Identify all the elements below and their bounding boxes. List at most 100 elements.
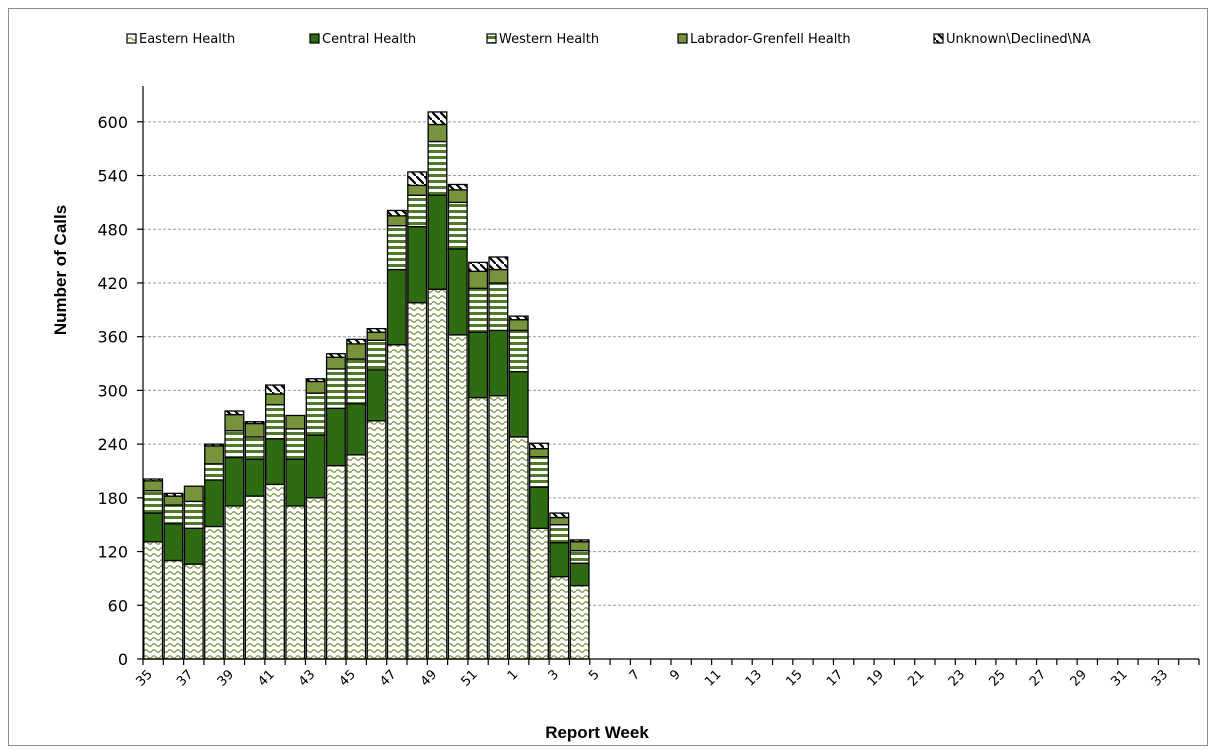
bar-segment-western-health [447,201,468,250]
bar-segment-central-health [366,369,387,422]
bar-segment-western-health [244,436,265,460]
legend-swatch [677,33,688,44]
x-tick-label: 23 [946,667,968,689]
x-tick-label: 49 [418,667,440,689]
x-tick-label: 47 [377,667,399,689]
bar-segment-central-health [407,225,428,304]
y-tick-label: 600 [97,113,128,132]
bar-segment-eastern-health [549,575,570,660]
y-tick-label: 540 [97,167,128,186]
bar-segment-labrador-grenfell-health [265,393,285,406]
x-tick-label: 27 [1027,667,1049,689]
bar-segment-unknown-declined-na [386,209,407,217]
x-tick-label: 35 [134,667,156,689]
bar-segment-western-health [265,404,285,440]
bar-segment-western-health [508,329,529,373]
legend-label: Unknown\Declined\NA [946,32,1091,47]
y-tick-label: 480 [97,220,128,239]
bar-segment-central-health [163,523,184,562]
y-tick-label: 180 [97,489,128,508]
bar-segment-eastern-health [569,584,590,660]
x-tick-label: 37 [174,667,196,689]
y-axis-title: Number of Calls [51,205,70,335]
bar-segment-eastern-health [529,527,549,660]
bar-segment-labrador-grenfell-health [325,356,346,370]
bar-segment-central-health [427,194,448,290]
legend-swatch [309,33,320,44]
x-tick-label: 33 [1149,667,1171,689]
bar-segment-unknown-declined-na [305,378,326,383]
bar-segment-western-health [224,430,245,459]
bar-segment-western-health [183,500,204,529]
bar-segment-western-health [204,463,225,481]
bar-segment-eastern-health [163,559,184,660]
bar-segment-central-health [204,479,225,528]
x-tick-label: 1 [505,667,521,683]
bar-segment-eastern-health [488,395,509,660]
bar-segment-eastern-health [508,436,529,660]
bar-segment-labrador-grenfell-health [143,480,164,492]
bar-segment-eastern-health [224,505,245,660]
x-tick-label: 41 [255,667,277,689]
bar-segment-central-health [285,458,306,507]
bar-segment-central-health [468,331,489,399]
bar-segment-central-health [265,438,285,486]
bar-segment-eastern-health [366,420,387,660]
bar-segment-labrador-grenfell-health [427,123,448,143]
bar-segment-unknown-declined-na [407,171,428,187]
bar-segment-central-health [224,456,245,507]
bar-segment-central-health [386,268,407,346]
legend-swatch [486,33,497,44]
bar-segment-central-health [488,329,509,397]
bar-segment-western-health [346,358,367,405]
bar-segment-eastern-health [204,525,225,660]
x-tick-label: 17 [824,667,846,689]
y-tick-label: 0 [118,650,128,669]
bar-segment-unknown-declined-na [244,421,265,425]
bar-segment-eastern-health [143,541,164,660]
bar-segment-labrador-grenfell-health [508,319,529,332]
bar-segment-western-health [407,194,428,228]
bar-segment-unknown-declined-na [427,111,448,126]
bar-segment-labrador-grenfell-health [163,495,184,506]
bar-segment-eastern-health [325,464,346,660]
bar-segment-unknown-declined-na [488,256,509,271]
bar-segment-eastern-health [468,396,489,660]
bar-segment-labrador-grenfell-health [488,268,509,284]
bar-segment-central-health [143,512,164,543]
bar-segment-labrador-grenfell-health [183,485,204,503]
bar-segment-unknown-declined-na [325,353,346,358]
bar-segment-eastern-health [346,454,367,660]
bar-segment-unknown-declined-na [224,410,245,416]
bar-segment-western-health [325,368,346,409]
bar-segment-eastern-health [244,495,265,660]
bar-segment-labrador-grenfell-health [407,184,428,196]
x-axis-title: Report Week [545,723,649,742]
bar-segment-unknown-declined-na [265,384,285,395]
bar-segment-western-health [366,339,387,371]
x-tick-label: 15 [783,667,805,689]
bar-segment-western-health [427,140,448,196]
bar-segment-eastern-health [407,302,428,660]
bar-segment-labrador-grenfell-health [244,422,265,438]
bar-segment-unknown-declined-na [549,512,570,519]
bar-segment-western-health [488,282,509,332]
bar-segment-labrador-grenfell-health [224,413,245,432]
bar-segment-western-health [285,428,306,460]
x-tick-label: 31 [1108,667,1130,689]
bar-segment-eastern-health [447,334,468,660]
x-tick-label: 39 [215,667,237,689]
x-tick-label: 43 [296,667,318,689]
bar-segment-labrador-grenfell-health [366,331,387,341]
bar-segment-unknown-declined-na [508,315,529,321]
bar-segment-central-health [346,403,367,456]
x-tick-labels: 35 37 39 41 43 45 47 49 51 1 3 5 7 9 11 13 15 17 19 21 23 25 2… [134,667,1172,689]
bars [143,111,590,660]
bar-segment-western-health [163,504,184,525]
x-tick-label: 51 [458,667,480,689]
bar-segment-central-health [183,527,204,565]
legend-swatch [126,33,137,44]
bar-segment-eastern-health [305,497,326,660]
bar-segment-eastern-health [285,505,306,660]
legend-label: Western Health [499,32,599,47]
